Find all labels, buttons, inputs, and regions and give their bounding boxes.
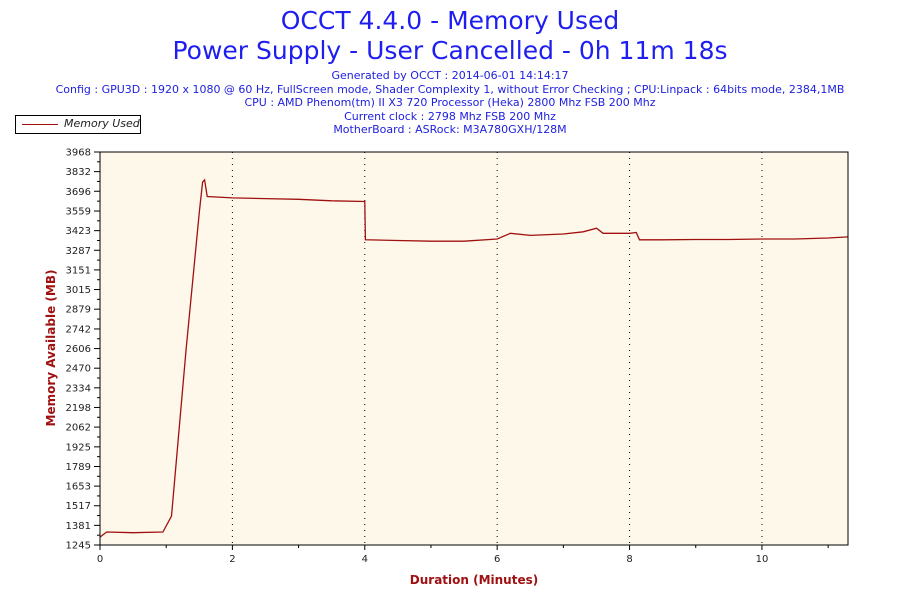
y-tick-label: 3832: [66, 167, 91, 178]
info-cpu: CPU : AMD Phenom(tm) II X3 720 Processor…: [244, 96, 656, 109]
y-tick-label: 2334: [66, 383, 91, 394]
x-tick-label: 0: [97, 554, 103, 565]
x-tick-label: 10: [756, 554, 769, 565]
y-tick-label: 3559: [66, 207, 91, 218]
plot-area: [100, 152, 848, 545]
y-tick-label: 3423: [66, 226, 91, 237]
legend-label: Memory Used: [64, 117, 140, 130]
y-tick-label: 1517: [66, 501, 91, 512]
x-tick-label: 8: [626, 554, 632, 565]
y-tick-label: 2606: [66, 344, 91, 355]
chart-subtitle: Power Supply - User Cancelled - 0h 11m 1…: [172, 36, 728, 65]
y-tick-label: 1789: [66, 462, 91, 473]
y-tick-label: 1925: [66, 442, 91, 453]
chart-title: OCCT 4.4.0 - Memory Used: [280, 6, 620, 35]
y-tick-label: 2198: [66, 403, 91, 414]
legend-swatch: [22, 124, 58, 125]
y-tick-label: 3287: [66, 246, 91, 257]
y-tick-label: 3015: [66, 285, 91, 296]
info-generated: Generated by OCCT : 2014-06-01 14:14:17: [331, 69, 569, 82]
x-tick-label: 6: [494, 554, 500, 565]
x-axis-label: Duration (Minutes): [410, 573, 538, 587]
plot-frame: [99, 151, 849, 546]
y-tick-label: 3151: [66, 265, 91, 276]
y-tick-label: 2062: [66, 423, 91, 434]
series-line-memory-used: [99, 178, 849, 538]
y-tick-label: 3968: [66, 148, 91, 159]
info-clock: Current clock : 2798 Mhz FSB 200 Mhz: [344, 109, 556, 123]
y-tick-label: 2742: [66, 324, 91, 335]
legend: Memory Used: [15, 115, 141, 134]
y-tick-label: 1245: [66, 541, 91, 552]
y-axis-label: Memory Available (MB): [44, 270, 58, 427]
info-motherboard: MotherBoard : ASRock: M3A780GXH/128M: [333, 123, 567, 136]
chart-info: Generated by OCCT : 2014-06-01 14:14:17 …: [0, 69, 900, 137]
y-tick-label: 3696: [66, 187, 91, 198]
info-config: Config : GPU3D : 1920 x 1080 @ 60 Hz, Fu…: [55, 82, 845, 96]
y-tick-label: 1381: [66, 521, 91, 532]
y-tick-label: 1653: [66, 482, 91, 493]
x-tick-label: 2: [229, 554, 235, 565]
x-tick-label: 4: [362, 554, 368, 565]
y-tick-label: 2470: [66, 364, 91, 375]
y-tick-label: 2879: [66, 305, 91, 316]
